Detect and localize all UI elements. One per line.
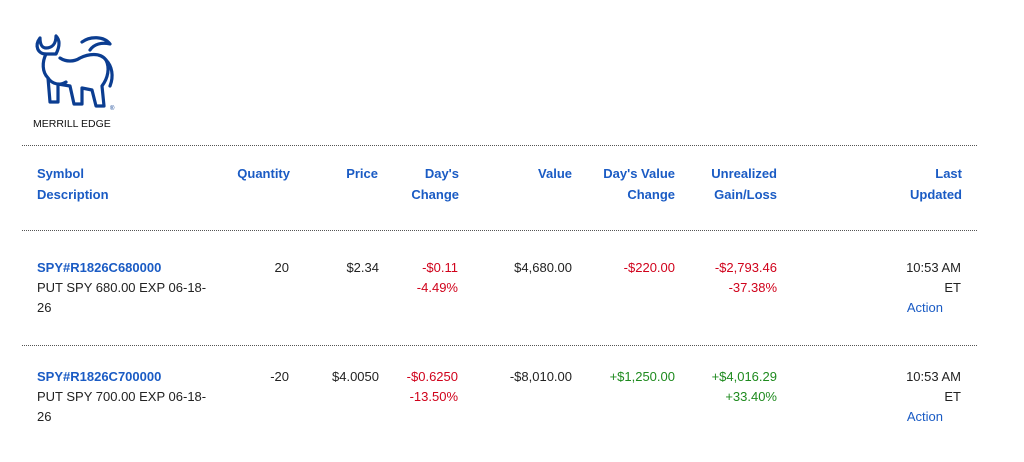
- price: $2.34: [346, 260, 379, 275]
- column-header: Price: [346, 163, 378, 184]
- separator: [22, 145, 977, 146]
- days-change-line: -13.50%: [409, 389, 458, 404]
- header-line: Gain/Loss: [714, 187, 777, 202]
- last-updated: 10:53 AM ET: [906, 260, 961, 295]
- header-line: Symbol: [37, 166, 84, 181]
- column-header: Symbol Description: [37, 163, 109, 205]
- unrealized-line: +33.40%: [725, 389, 777, 404]
- header-line: Unrealized: [711, 166, 777, 181]
- days-value-change: -$220.00: [623, 260, 675, 275]
- separator: [22, 345, 977, 346]
- days-change: -$0.11 -4.49%: [417, 258, 458, 298]
- symbol-cell: SPY#R1826C680000 PUT SPY 680.00 EXP 06-18…: [37, 258, 213, 318]
- column-header[interactable]: Day's Value Change: [603, 163, 675, 205]
- header-line: Description: [37, 187, 109, 202]
- value: $4,680.00: [514, 260, 572, 275]
- logo-text: MERRILL EDGE: [33, 118, 111, 130]
- days-change-line: -$0.11: [422, 260, 458, 275]
- svg-text:®: ®: [110, 105, 115, 112]
- header-line: Quantity: [237, 166, 290, 181]
- header-line: Last: [935, 166, 962, 181]
- quantity: 20: [274, 260, 289, 275]
- unrealized: +$4,016.29 +33.40%: [712, 367, 777, 407]
- header-line: Day's Value: [603, 166, 675, 181]
- logo-mark: ®: [35, 34, 115, 112]
- symbol-cell: SPY#R1826C700000 PUT SPY 700.00 EXP 06-18…: [37, 367, 213, 427]
- unrealized-line: -$2,793.46: [714, 260, 777, 275]
- column-header: Quantity: [237, 163, 290, 184]
- action-link[interactable]: Action: [906, 300, 943, 315]
- column-header: Last Updated: [910, 163, 962, 205]
- symbol-link[interactable]: SPY#R1826C680000: [37, 260, 162, 275]
- header-line: Price: [346, 166, 378, 181]
- header-line: Value: [538, 166, 572, 181]
- symbol-link[interactable]: SPY#R1826C700000: [37, 369, 162, 384]
- days-change-line: -4.49%: [416, 280, 458, 295]
- unrealized-line: +$4,016.29: [711, 369, 777, 384]
- description: PUT SPY 680.00 EXP 06-18-26: [37, 280, 207, 315]
- unrealized: -$2,793.46 -37.38%: [715, 258, 777, 298]
- last-updated: 10:53 AM ET: [906, 369, 961, 404]
- separator: [22, 230, 977, 231]
- column-header: Value: [538, 163, 572, 184]
- days-change-line: -$0.6250: [406, 369, 458, 384]
- price: $4.0050: [332, 369, 379, 384]
- days-value-change: +$1,250.00: [609, 369, 675, 384]
- column-header[interactable]: Day's Change: [411, 163, 459, 205]
- unrealized-line: -37.38%: [728, 280, 777, 295]
- header-line: Day's: [424, 166, 459, 181]
- header-line: Change: [411, 187, 459, 202]
- value: -$8,010.00: [509, 369, 572, 384]
- header-line: Change: [627, 187, 675, 202]
- quantity: -20: [270, 369, 289, 384]
- description: PUT SPY 700.00 EXP 06-18-26: [37, 389, 207, 424]
- header-line: Updated: [910, 187, 962, 202]
- days-change: -$0.6250 -13.50%: [407, 367, 458, 407]
- action-link[interactable]: Action: [906, 409, 943, 424]
- column-header: Unrealized Gain/Loss: [711, 163, 777, 205]
